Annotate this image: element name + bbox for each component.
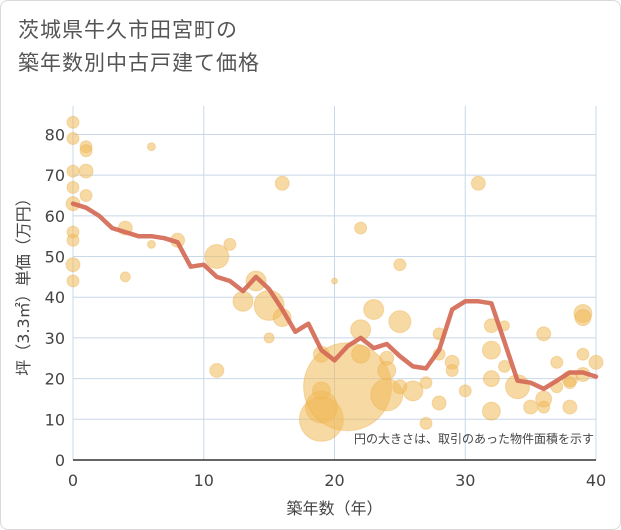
data-bubble [66,164,80,178]
data-bubble [66,132,80,146]
data-bubble [119,271,131,283]
data-bubble [223,237,237,251]
data-bubble [482,370,500,388]
data-bubble [79,144,93,158]
data-bubble [263,332,275,344]
data-bubble [66,180,80,194]
data-bubble [419,416,433,430]
data-bubble [351,344,371,364]
x-tick-label: 10 [194,471,214,490]
y-tick-label: 80 [45,125,65,144]
data-bubble [536,326,552,342]
data-bubble [481,340,501,360]
average-line-layer [70,201,599,392]
data-bubble [331,277,338,285]
data-bubble [576,347,590,361]
x-tick-label: 30 [455,471,475,490]
data-bubble [550,355,564,369]
x-tick-label: 20 [324,471,344,490]
data-bubble [402,380,424,402]
data-bubble [65,257,81,273]
y-tick-label: 10 [45,410,65,429]
chart-title: 茨城県牛久市田宮町の 築年数別中古戸建て価格 [18,18,260,75]
data-bubble [146,142,156,152]
data-bubble [354,221,368,235]
data-bubble [574,309,592,327]
data-bubble [66,233,80,247]
x-axis-label: 築年数（年） [286,499,382,518]
data-bubble [535,390,553,408]
data-bubble [363,298,385,320]
y-tick-label: 50 [45,248,65,267]
data-bubble [245,270,267,292]
data-bubble [377,360,397,380]
data-bubble [388,310,412,334]
data-bubble [204,244,230,270]
data-bubble [146,239,156,249]
data-bubble [563,376,577,390]
data-bubble [431,395,447,411]
data-bubble [209,362,225,378]
data-bubble [497,359,511,373]
y-tick-label: 0 [55,451,65,470]
data-bubble [458,384,472,398]
data-bubble [523,399,539,415]
data-bubble [66,274,80,288]
data-bubble [481,401,501,421]
data-bubble [274,175,290,191]
size-note: 円の大きさは、取引のあった物件面積を示す [354,431,594,446]
data-bubble [232,290,254,312]
y-tick-label: 20 [45,370,65,389]
data-bubble [419,376,433,390]
y-tick-label: 30 [45,329,65,348]
data-bubble [588,354,604,370]
y-axis-label: 坪（3.3㎡）単価（万円） [14,190,33,375]
x-tick-label: 0 [68,471,78,490]
data-bubble [66,115,80,129]
y-tick-label: 70 [45,166,65,185]
data-bubble [78,163,94,179]
axes: 0 10 20 30 40 0 10 20 30 40 50 60 70 80 [45,125,607,490]
data-bubble [393,258,407,272]
y-tick-label: 40 [45,288,65,307]
average-price-line [70,201,599,392]
data-bubble [79,189,93,203]
data-bubble [562,399,578,415]
x-tick-label: 40 [586,471,606,490]
data-bubble [470,175,486,191]
y-tick-label: 60 [45,207,65,226]
data-bubble [445,363,459,377]
